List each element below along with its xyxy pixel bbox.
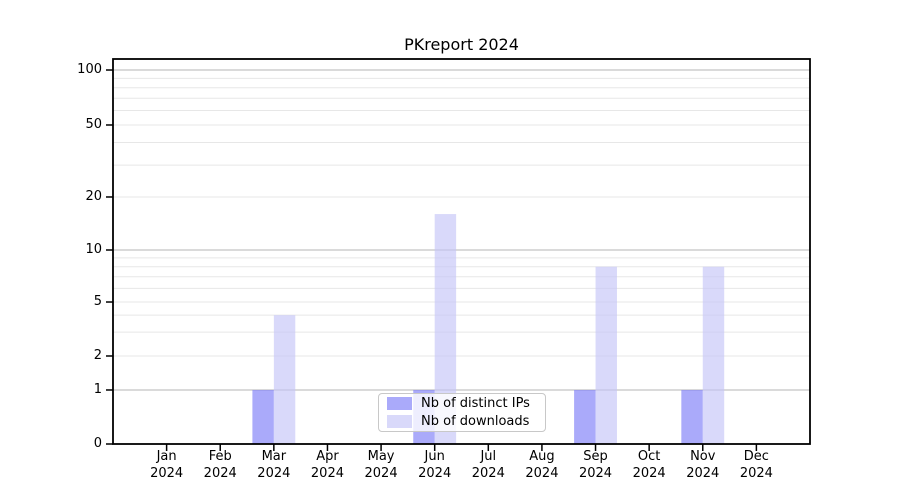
x-tick-month: Oct <box>637 449 661 464</box>
legend-row-downloads: Nb of downloads <box>387 414 545 429</box>
y-tick-label-2: 2 <box>93 347 102 363</box>
x-tick-year: 2024 <box>632 466 666 481</box>
x-tick-label-apr: Apr 2024 <box>295 448 359 482</box>
y-tick-label-10: 10 <box>85 241 102 257</box>
x-tick-month: Aug <box>529 449 555 464</box>
bar-distinct-ips-sep <box>574 389 596 444</box>
bar-distinct-ips-nov <box>681 389 703 444</box>
x-tick-label-may: May 2024 <box>349 448 413 482</box>
axes-frame <box>112 58 811 445</box>
x-tick-year: 2024 <box>418 466 452 481</box>
x-tick-label-oct: Oct 2024 <box>617 448 681 482</box>
x-tick-label-jun: Jun 2024 <box>403 448 467 482</box>
x-tick-year: 2024 <box>471 466 505 481</box>
y-tick-label-5: 5 <box>93 294 102 309</box>
x-tick-label-dec: Dec 2024 <box>724 448 788 482</box>
x-tick-label-jul: Jul 2024 <box>456 448 520 482</box>
y-tick-label-0: 0 <box>93 436 102 451</box>
x-tick-year: 2024 <box>739 466 773 481</box>
legend-label-distinct-ips: Nb of distinct IPs <box>421 396 530 411</box>
x-tick-month: May <box>367 449 395 464</box>
x-tick-label-feb: Feb 2024 <box>188 448 252 482</box>
x-tick-label-aug: Aug 2024 <box>510 448 574 482</box>
x-tick-year: 2024 <box>686 466 720 481</box>
x-tick-month: Sep <box>583 449 608 464</box>
bar-downloads-sep <box>595 266 617 444</box>
x-tick-year: 2024 <box>578 466 613 481</box>
x-tick-year: 2024 <box>364 466 398 481</box>
legend: Nb of distinct IPs Nb of downloads <box>378 393 546 432</box>
x-tick-month: Jan <box>156 449 177 464</box>
x-tick-year: 2024 <box>150 466 184 481</box>
x-tick-label-jan: Jan 2024 <box>135 448 199 482</box>
y-tick-label-20: 20 <box>85 188 102 204</box>
x-tick-month: Mar <box>261 449 287 464</box>
x-tick-month: Apr <box>316 449 339 464</box>
bar-downloads-nov <box>702 266 725 444</box>
bar-downloads-jun <box>434 214 457 444</box>
x-tick-year: 2024 <box>525 466 559 481</box>
legend-row-distinct-ips: Nb of distinct IPs <box>387 396 545 411</box>
y-tick-label-50: 50 <box>85 116 102 132</box>
x-tick-year: 2024 <box>203 466 237 481</box>
x-tick-month: Nov <box>690 449 716 464</box>
x-tick-year: 2024 <box>310 466 344 481</box>
y-tick-label-100: 100 <box>77 62 102 77</box>
x-tick-month: Dec <box>743 449 769 464</box>
legend-label-downloads: Nb of downloads <box>421 414 530 429</box>
bar-downloads-mar <box>273 315 296 444</box>
x-tick-label-sep: Sep 2024 <box>564 448 628 482</box>
chart-title: PKreport 2024 <box>404 35 519 54</box>
x-tick-month: Feb <box>208 449 232 464</box>
x-tick-label-nov: Nov 2024 <box>671 448 735 482</box>
x-tick-month: Jul <box>480 449 497 464</box>
x-tick-month: Jun <box>424 449 445 464</box>
x-tick-year: 2024 <box>257 466 291 481</box>
legend-swatch-downloads <box>387 415 412 428</box>
y-tick-label-1: 1 <box>93 381 102 397</box>
bar-distinct-ips-mar <box>252 389 274 444</box>
legend-swatch-distinct-ips <box>387 397 412 410</box>
x-tick-label-mar: Mar 2024 <box>242 448 306 482</box>
